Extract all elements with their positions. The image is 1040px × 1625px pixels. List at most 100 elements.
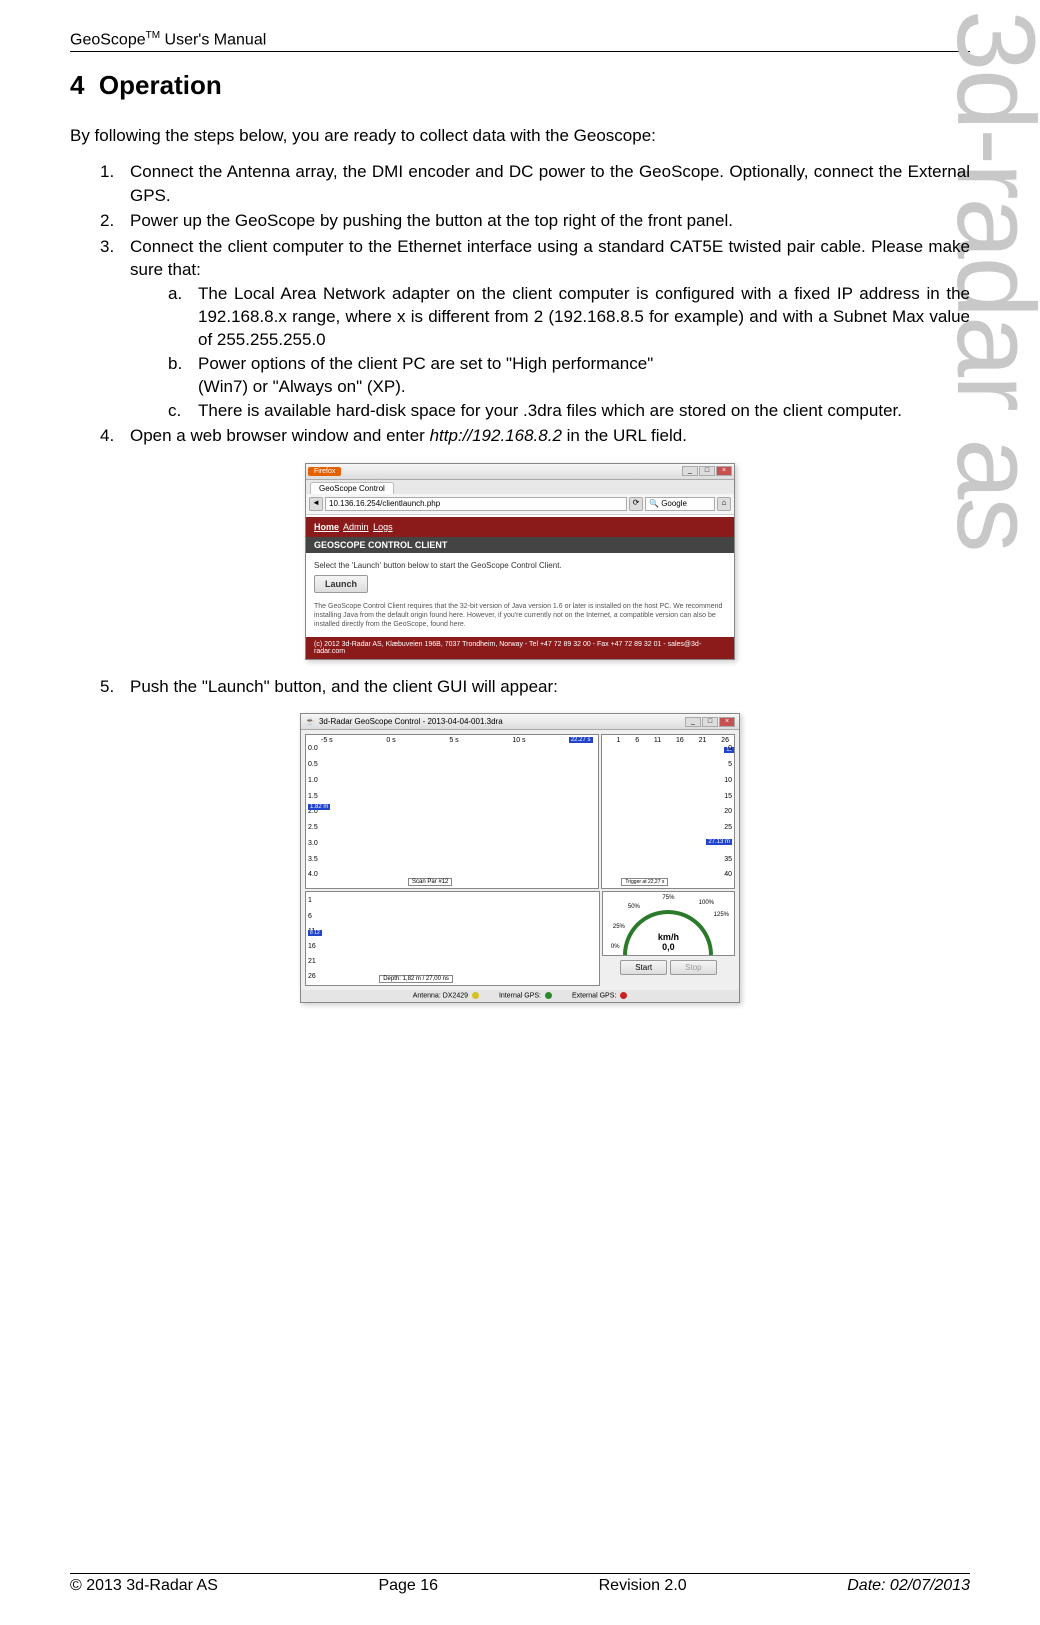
speed-value: 0,0 xyxy=(658,942,679,952)
right-depth-badge: 27.13 m xyxy=(706,839,732,845)
gps-external-label: External GPS: xyxy=(572,993,616,1000)
time-badge: 22.27 s xyxy=(569,737,593,743)
speed-display: km/h 0,0 xyxy=(658,932,679,952)
steps-list-2: 5.Push the "Launch" button, and the clie… xyxy=(70,675,970,698)
step-3: 3.Connect the client computer to the Eth… xyxy=(100,235,970,423)
ax-l0: 0.0 xyxy=(308,745,318,752)
ax-rt2: 11 xyxy=(654,737,661,744)
ax-rt4: 21 xyxy=(699,737,707,744)
nav-logs[interactable]: Logs xyxy=(373,522,393,532)
step-2-text: Power up the GeoScope by pushing the but… xyxy=(130,211,733,230)
step-5-text: Push the "Launch" button, and the client… xyxy=(130,677,558,696)
antenna-dot-icon xyxy=(472,992,479,999)
step-1-text: Connect the Antenna array, the DMI encod… xyxy=(130,162,970,204)
ax-r0: 0 xyxy=(724,745,732,752)
search-placeholder: Google xyxy=(661,499,687,508)
step-3b-text1: Power options of the client PC are set t… xyxy=(198,354,653,373)
app-body: -5 s 0 s 5 s 10 s 15 s 22.27 s 0.0 0.5 1… xyxy=(301,730,739,990)
antenna-status: Antenna: DX2429 xyxy=(413,992,479,999)
header-title-prefix: GeoScope xyxy=(70,31,146,48)
footer-page: Page 16 xyxy=(378,1577,438,1595)
ax-t1: 0 s xyxy=(386,737,395,744)
app-window: ☕ 3d-Radar GeoScope Control - 2013-04-04… xyxy=(300,713,740,1002)
depth-info-label: Depth: 1,82 m / 27,00 ns xyxy=(379,975,453,983)
bottom-blue-badge: 8 12 xyxy=(308,930,322,936)
top-axis: -5 s 0 s 5 s 10 s 15 s xyxy=(321,737,593,744)
search-input[interactable]: 🔍 Google xyxy=(645,497,715,511)
ax-r1: 5 xyxy=(724,761,732,768)
ax-r7: 35 xyxy=(724,856,732,863)
app-screenshot: ☕ 3d-Radar GeoScope Control - 2013-04-04… xyxy=(70,713,970,1002)
ax-bl4: 21 xyxy=(308,958,316,965)
gauge-100: 100% xyxy=(699,900,714,906)
tab-bar: GeoScope Control xyxy=(306,480,734,494)
chart-left: -5 s 0 s 5 s 10 s 15 s 22.27 s 0.0 0.5 1… xyxy=(305,734,599,889)
ax-r8: 40 xyxy=(724,871,732,878)
footer-date: Date: 02/07/2013 xyxy=(847,1577,970,1595)
step-3a: a.The Local Area Network adapter on the … xyxy=(168,282,970,352)
start-button[interactable]: Start xyxy=(620,960,667,975)
gauge-0: 0% xyxy=(611,944,620,950)
ax-bl3: 16 xyxy=(308,943,316,950)
browser-titlebar: Firefox _ □ × xyxy=(306,464,734,480)
app-maximize[interactable]: □ xyxy=(702,717,718,727)
reload-button[interactable]: ⟳ xyxy=(629,497,643,511)
client-body: Select the 'Launch' button below to star… xyxy=(306,553,734,637)
step-3b-cont: (Win7) or "Always on" (XP). xyxy=(168,375,970,398)
step-3c: c.There is available hard-disk space for… xyxy=(168,399,970,422)
header-title-suffix: User's Manual xyxy=(160,31,266,48)
select-text: Select the 'Launch' button below to star… xyxy=(314,561,726,570)
gauge-50: 50% xyxy=(628,904,640,910)
ax-bl1: 6 xyxy=(308,913,316,920)
trigger-label: Trigger at 22,27 s xyxy=(621,878,668,886)
maximize-button[interactable]: □ xyxy=(699,466,715,476)
home-button[interactable]: ⌂ xyxy=(717,497,731,511)
launch-button[interactable]: Launch xyxy=(314,575,368,593)
ax-l6: 3.0 xyxy=(308,840,318,847)
ax-rt0: 1 xyxy=(617,737,621,744)
page-footer: © 2013 3d-Radar AS Page 16 Revision 2.0 … xyxy=(70,1573,970,1595)
gps-external-dot-icon xyxy=(620,992,627,999)
right-axis: 0 5 10 15 20 25 30 35 40 xyxy=(724,735,732,888)
url-input[interactable]: 10.136.16.254/clientlaunch.php xyxy=(325,497,627,511)
chart-area: -5 s 0 s 5 s 10 s 15 s 22.27 s 0.0 0.5 1… xyxy=(305,734,735,889)
step-4-url: http://192.168.8.2 xyxy=(430,426,562,445)
ax-l7: 3.5 xyxy=(308,856,318,863)
ax-r3: 15 xyxy=(724,793,732,800)
back-button[interactable]: ◄ xyxy=(309,497,323,511)
client-header: GEOSCOPE CONTROL CLIENT xyxy=(306,537,734,553)
footer-copyright: © 2013 3d-Radar AS xyxy=(70,1577,218,1595)
antenna-label: Antenna: xyxy=(413,993,441,1000)
step-3-sublist: a.The Local Area Network adapter on the … xyxy=(130,282,970,423)
depth-badge: 1.82 m xyxy=(308,804,330,810)
step-3-text: Connect the client computer to the Ether… xyxy=(130,237,970,279)
speed-unit: km/h xyxy=(658,932,679,942)
nav-admin[interactable]: Admin xyxy=(343,522,369,532)
ax-t0: -5 s xyxy=(321,737,333,744)
app-window-controls: _ □ × xyxy=(685,717,735,727)
browser-tab[interactable]: GeoScope Control xyxy=(310,482,394,494)
ax-l5: 2.5 xyxy=(308,824,318,831)
nav-home[interactable]: Home xyxy=(314,522,339,532)
scan-label: Scan Par #12 xyxy=(408,878,452,886)
step-3a-text: The Local Area Network adapter on the cl… xyxy=(198,284,970,350)
window-controls: _ □ × xyxy=(682,466,732,476)
steps-list: 1.Connect the Antenna array, the DMI enc… xyxy=(70,160,970,447)
step-4-post: in the URL field. xyxy=(562,426,687,445)
firefox-button[interactable]: Firefox xyxy=(308,467,341,476)
app-title: 3d-Radar GeoScope Control - 2013-04-04-0… xyxy=(319,717,503,726)
antenna-value: DX2429 xyxy=(443,993,468,1000)
ax-t2: 5 s xyxy=(449,737,458,744)
footer-revision: Revision 2.0 xyxy=(599,1577,687,1595)
step-3b-text2: (Win7) or "Always on" (XP). xyxy=(198,377,406,396)
ax-t3: 10 s xyxy=(512,737,525,744)
client-note: The GeoScope Control Client requires tha… xyxy=(314,602,726,629)
gauge-25: 25% xyxy=(613,924,625,930)
stop-button[interactable]: Stop xyxy=(670,960,716,975)
close-button[interactable]: × xyxy=(716,466,732,476)
app-minimize[interactable]: _ xyxy=(685,717,701,727)
minimize-button[interactable]: _ xyxy=(682,466,698,476)
app-titlebar: ☕ 3d-Radar GeoScope Control - 2013-04-04… xyxy=(301,714,739,730)
ax-l2: 1.0 xyxy=(308,777,318,784)
app-close[interactable]: × xyxy=(719,717,735,727)
